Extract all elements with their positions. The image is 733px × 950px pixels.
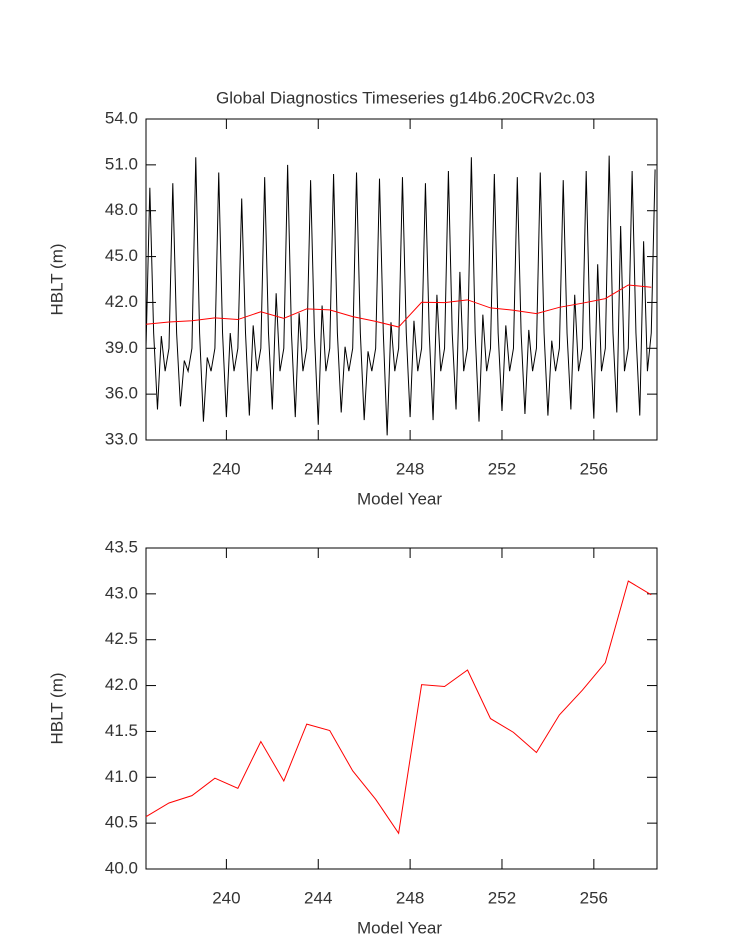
data-line [145,580,652,835]
y-tick-label: 48.0 [105,200,138,219]
x-tick-label: 240 [212,888,240,907]
plot-frame [145,118,658,441]
y-tick-label: 45.0 [105,246,138,265]
y-axis-label: HBLT (m) [47,243,66,315]
data-line [145,284,652,328]
y-tick-label: 42.0 [105,675,138,694]
x-tick-label: 252 [488,459,516,478]
y-tick-label: 43.0 [105,583,138,602]
plot-frame [145,547,658,870]
y-tick-label: 42.0 [105,292,138,311]
y-tick-label: 42.5 [105,629,138,648]
y-tick-label: 40.0 [105,858,138,877]
y-tick-label: 54.0 [105,108,138,127]
x-tick-label: 252 [488,888,516,907]
x-axis-label: Model Year [357,918,442,937]
y-tick-label: 41.0 [105,767,138,786]
x-tick-label: 248 [396,459,424,478]
y-axis-label: HBLT (m) [47,672,66,744]
chart-title: Global Diagnostics Timeseries g14b6.20CR… [216,88,595,107]
data-line [145,155,656,436]
y-tick-label: 39.0 [105,338,138,357]
x-tick-label: 244 [304,459,332,478]
y-tick-label: 41.5 [105,721,138,740]
y-tick-label: 40.5 [105,813,138,832]
y-tick-label: 51.0 [105,154,138,173]
x-tick-label: 256 [580,888,608,907]
y-tick-label: 43.5 [105,537,138,556]
x-tick-label: 240 [212,459,240,478]
x-axis-label: Model Year [357,489,442,508]
y-tick-label: 36.0 [105,384,138,403]
x-tick-label: 248 [396,888,424,907]
x-tick-label: 256 [580,459,608,478]
x-tick-label: 244 [304,888,332,907]
y-tick-label: 33.0 [105,429,138,448]
